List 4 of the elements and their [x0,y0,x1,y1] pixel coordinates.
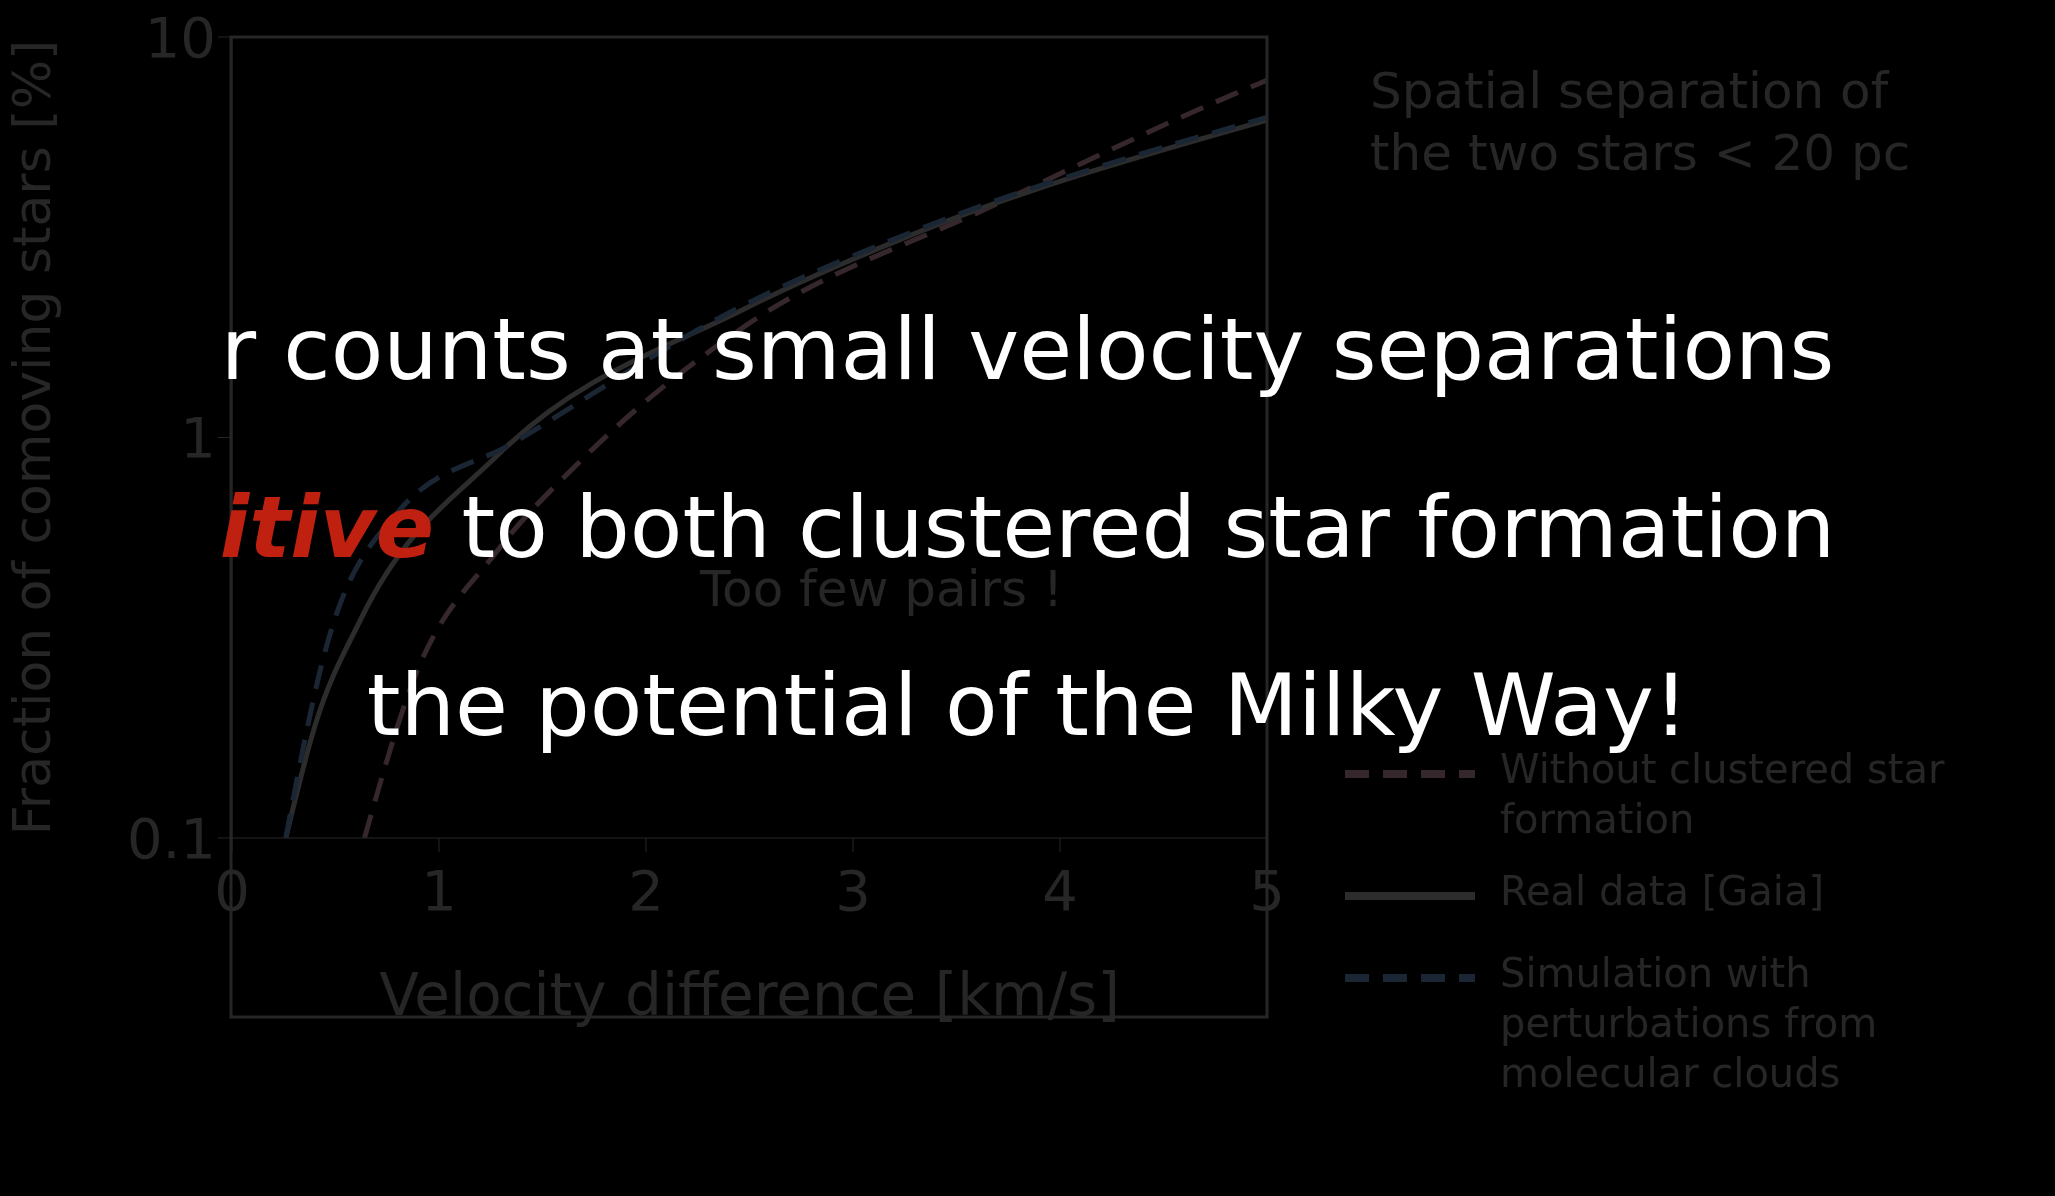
annotation: the potential of the Milky Way! [366,655,1689,755]
annotation: itive [219,477,435,577]
annotation: r counts at small velocity separations [220,299,1835,399]
annotation: to both clustered star formation [461,477,1836,577]
